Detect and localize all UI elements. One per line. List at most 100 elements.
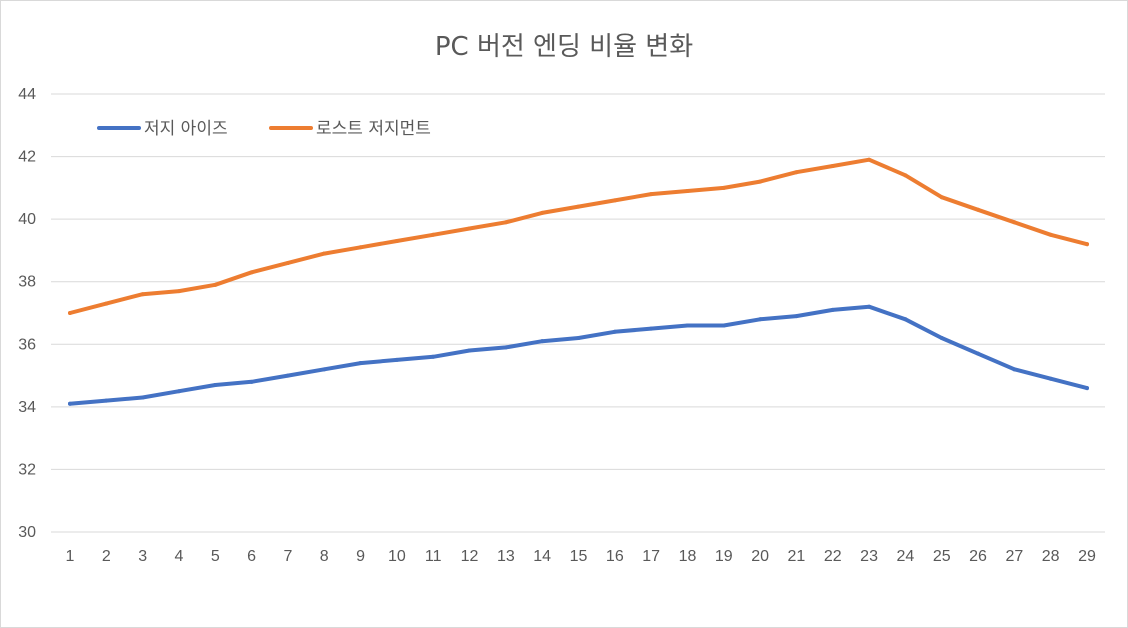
data-point bbox=[104, 301, 109, 306]
series-lines bbox=[68, 157, 1089, 406]
data-point bbox=[903, 317, 908, 322]
data-point bbox=[285, 373, 290, 378]
x-tick-label: 2 bbox=[102, 548, 111, 565]
x-tick-label: 28 bbox=[1042, 548, 1060, 565]
data-point bbox=[503, 220, 508, 225]
data-point bbox=[358, 245, 363, 250]
x-tick-label: 19 bbox=[715, 548, 733, 565]
data-point bbox=[431, 232, 436, 237]
data-point bbox=[867, 157, 872, 162]
x-tick-label: 23 bbox=[860, 548, 878, 565]
data-point bbox=[649, 192, 654, 197]
y-tick-label: 32 bbox=[18, 461, 36, 478]
x-tick-label: 3 bbox=[138, 548, 147, 565]
data-point bbox=[758, 317, 763, 322]
data-point bbox=[285, 260, 290, 265]
data-point bbox=[976, 351, 981, 356]
data-point bbox=[68, 401, 72, 406]
data-point bbox=[140, 395, 145, 400]
data-point bbox=[140, 292, 145, 297]
x-tick-label: 21 bbox=[788, 548, 806, 565]
y-tick-label: 38 bbox=[18, 274, 36, 291]
data-point bbox=[213, 282, 218, 287]
data-point bbox=[431, 354, 436, 359]
x-tick-label: 9 bbox=[356, 548, 365, 565]
x-tick-label: 5 bbox=[211, 548, 220, 565]
chart-title: PC 버전 엔딩 비율 변화 bbox=[435, 32, 693, 62]
data-point bbox=[939, 336, 944, 341]
data-point bbox=[394, 239, 399, 244]
x-tick-label: 12 bbox=[461, 548, 479, 565]
x-tick-label: 24 bbox=[896, 548, 914, 565]
data-point bbox=[794, 314, 799, 319]
x-tick-label: 14 bbox=[533, 548, 551, 565]
data-point bbox=[467, 348, 472, 353]
x-tick-label: 13 bbox=[497, 548, 515, 565]
data-point bbox=[68, 311, 72, 315]
legend-item-series-2: 로스트 저지먼트 bbox=[269, 119, 431, 139]
x-tick-label: 18 bbox=[679, 548, 697, 565]
y-tick-label: 34 bbox=[18, 399, 36, 416]
data-point bbox=[721, 185, 726, 190]
y-axis-ticks: 30 32 34 36 38 40 42 44 bbox=[18, 86, 36, 541]
data-point bbox=[576, 204, 581, 209]
x-tick-label: 17 bbox=[642, 548, 660, 565]
data-point bbox=[830, 307, 835, 312]
x-tick-label: 27 bbox=[1005, 548, 1023, 565]
data-point bbox=[467, 226, 472, 231]
data-point bbox=[249, 270, 254, 275]
data-point bbox=[249, 379, 254, 384]
data-point bbox=[1048, 376, 1053, 381]
y-tick-label: 36 bbox=[18, 336, 36, 353]
series-line-1 bbox=[68, 304, 1089, 406]
data-point bbox=[540, 339, 545, 344]
x-tick-label: 4 bbox=[175, 548, 184, 565]
data-point bbox=[1012, 220, 1017, 225]
series-line-2 bbox=[68, 157, 1089, 315]
x-tick-label: 10 bbox=[388, 548, 406, 565]
data-point bbox=[1085, 386, 1089, 391]
x-tick-label: 16 bbox=[606, 548, 624, 565]
x-tick-label: 7 bbox=[283, 548, 292, 565]
data-point bbox=[830, 163, 835, 168]
data-point bbox=[540, 210, 545, 215]
data-point bbox=[685, 188, 690, 193]
data-point bbox=[721, 323, 726, 328]
data-point bbox=[685, 323, 690, 328]
data-point bbox=[358, 361, 363, 366]
gridlines bbox=[51, 93, 1105, 533]
data-point bbox=[903, 173, 908, 178]
x-tick-label: 15 bbox=[570, 548, 588, 565]
y-tick-label: 42 bbox=[18, 149, 36, 166]
legend: 저지 아이즈 로스트 저지먼트 bbox=[97, 119, 431, 139]
legend-item-series-1: 저지 아이즈 bbox=[97, 119, 228, 139]
data-point bbox=[104, 398, 109, 403]
legend-label-series-2: 로스트 저지먼트 bbox=[316, 119, 431, 139]
y-tick-label: 30 bbox=[18, 524, 36, 541]
data-point bbox=[1012, 367, 1017, 372]
y-tick-label: 40 bbox=[18, 211, 36, 228]
data-point bbox=[612, 329, 617, 334]
data-point bbox=[576, 336, 581, 341]
x-tick-label: 22 bbox=[824, 548, 842, 565]
x-tick-label: 11 bbox=[425, 548, 442, 565]
x-tick-label: 8 bbox=[320, 548, 329, 565]
data-point bbox=[322, 367, 327, 372]
data-point bbox=[649, 326, 654, 331]
data-point bbox=[939, 195, 944, 200]
x-tick-label: 20 bbox=[751, 548, 769, 565]
data-point bbox=[176, 289, 181, 294]
data-point bbox=[213, 382, 218, 387]
x-tick-label: 1 bbox=[66, 548, 75, 565]
legend-label-series-1: 저지 아이즈 bbox=[144, 119, 228, 139]
x-tick-label: 26 bbox=[969, 548, 987, 565]
x-axis-ticks: 1 2 3 4 5 6 7 8 9 10 11 12 13 14 15 16 17 18 19 20 21 22 23 24 2… bbox=[66, 548, 1096, 565]
y-tick-label: 44 bbox=[18, 86, 36, 103]
data-point bbox=[176, 389, 181, 394]
data-point bbox=[394, 357, 399, 362]
x-tick-label: 25 bbox=[933, 548, 951, 565]
data-point bbox=[794, 170, 799, 175]
data-point bbox=[612, 198, 617, 203]
